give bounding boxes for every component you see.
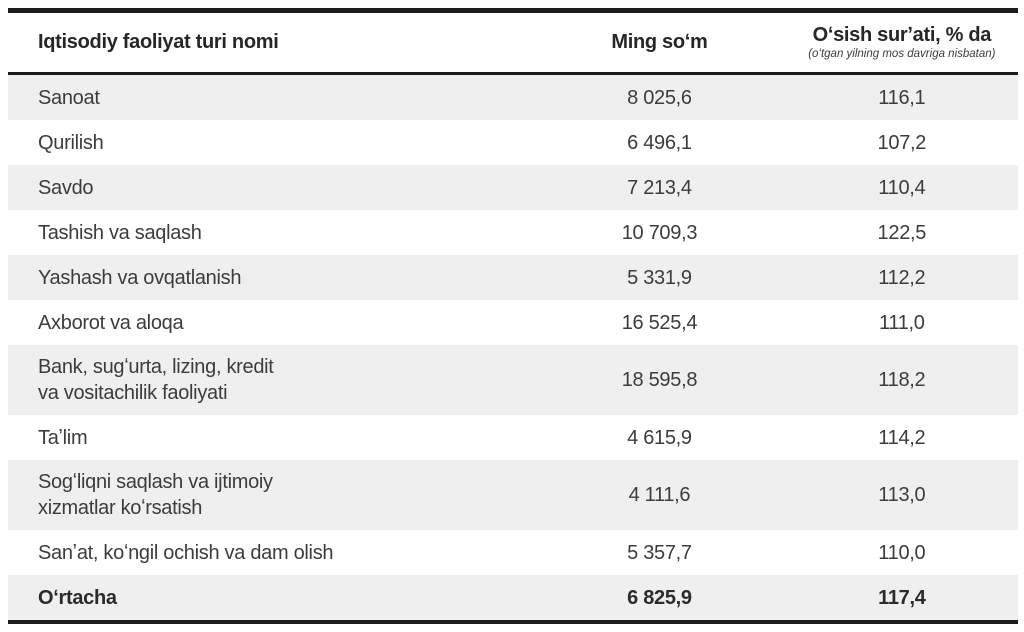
- growth-value: 110,0: [878, 541, 926, 564]
- amount-value: 18 595,8: [621, 369, 698, 391]
- amount-value: 5 357,7: [627, 541, 692, 564]
- growth-rate-title: Oʻsish surʼati, % da: [812, 23, 992, 46]
- amount-value: 10 709,3: [621, 221, 698, 244]
- growth-value: 113,0: [878, 484, 926, 506]
- activity-name: Tashish va saqlash: [38, 221, 202, 244]
- growth-rate-subtitle: (oʻtgan yilning mos davriga nisbatan): [808, 47, 996, 60]
- growth-value: 107,2: [877, 131, 927, 154]
- amount-value: 5 331,9: [627, 266, 692, 289]
- activity-name: Taʼlim: [38, 426, 88, 449]
- amount-value: 16 525,4: [621, 311, 698, 334]
- column-header-growth-rate: Oʻsish surʼati, % da (oʻtgan yilning mos…: [786, 24, 1018, 61]
- table-row-savdo: Savdo 7 213,4 110,4: [8, 165, 1018, 210]
- activity-name: Oʻrtacha: [38, 586, 117, 609]
- growth-value: 117,4: [878, 586, 926, 609]
- column-header-thousand-sum: Ming soʻm: [611, 31, 708, 53]
- table-row-bank: Bank, sugʻurta, lizing, kredit va vosita…: [8, 345, 1018, 415]
- amount-value: 8 025,6: [627, 86, 692, 109]
- table-row-qurilish: Qurilish 6 496,1 107,2: [8, 120, 1018, 165]
- table-header-row: Iqtisodiy faoliyat turi nomi Ming soʻm O…: [8, 13, 1018, 75]
- amount-value: 6 825,9: [627, 586, 692, 609]
- activity-name: Bank, sugʻurta, lizing, kredit va vosita…: [38, 356, 274, 404]
- growth-value: 112,2: [878, 266, 926, 289]
- activity-name: Sogʻliqni saqlash va ijtimoiy xizmatlar …: [38, 471, 273, 519]
- activity-name: Sanʼat, koʻngil ochish va dam olish: [38, 541, 334, 564]
- table-body: Sanoat 8 025,6 116,1 Qurilish 6 496,1 10…: [8, 75, 1018, 620]
- activity-name: Axborot va aloqa: [38, 311, 184, 334]
- table-row-sanoat: Sanoat 8 025,6 116,1: [8, 75, 1018, 120]
- amount-value: 6 496,1: [627, 131, 692, 154]
- economic-activity-table: Iqtisodiy faoliyat turi nomi Ming soʻm O…: [8, 8, 1018, 624]
- column-header-activity-name: Iqtisodiy faoliyat turi nomi: [38, 31, 279, 53]
- growth-value: 122,5: [877, 221, 927, 244]
- amount-value: 4 111,6: [628, 484, 691, 506]
- activity-name: Sanoat: [38, 86, 100, 109]
- table-row-tashish: Tashish va saqlash 10 709,3 122,5: [8, 210, 1018, 255]
- table-row-sanat: Sanʼat, koʻngil ochish va dam olish 5 35…: [8, 530, 1018, 575]
- table-row-axborot: Axborot va aloqa 16 525,4 111,0: [8, 300, 1018, 345]
- growth-value: 116,1: [878, 86, 926, 109]
- growth-value: 111,0: [879, 311, 925, 334]
- growth-value: 110,4: [878, 176, 926, 199]
- table-row-average: Oʻrtacha 6 825,9 117,4: [8, 575, 1018, 620]
- table-row-sogliqni: Sogʻliqni saqlash va ijtimoiy xizmatlar …: [8, 460, 1018, 530]
- table-row-talim: Taʼlim 4 615,9 114,2: [8, 415, 1018, 460]
- activity-name: Savdo: [38, 176, 94, 199]
- growth-value: 118,2: [878, 369, 926, 391]
- table-row-yashash: Yashash va ovqatlanish 5 331,9 112,2: [8, 255, 1018, 300]
- activity-name: Yashash va ovqatlanish: [38, 266, 242, 289]
- amount-value: 4 615,9: [627, 426, 692, 449]
- amount-value: 7 213,4: [627, 176, 692, 199]
- activity-name: Qurilish: [38, 131, 104, 154]
- growth-value: 114,2: [878, 426, 926, 449]
